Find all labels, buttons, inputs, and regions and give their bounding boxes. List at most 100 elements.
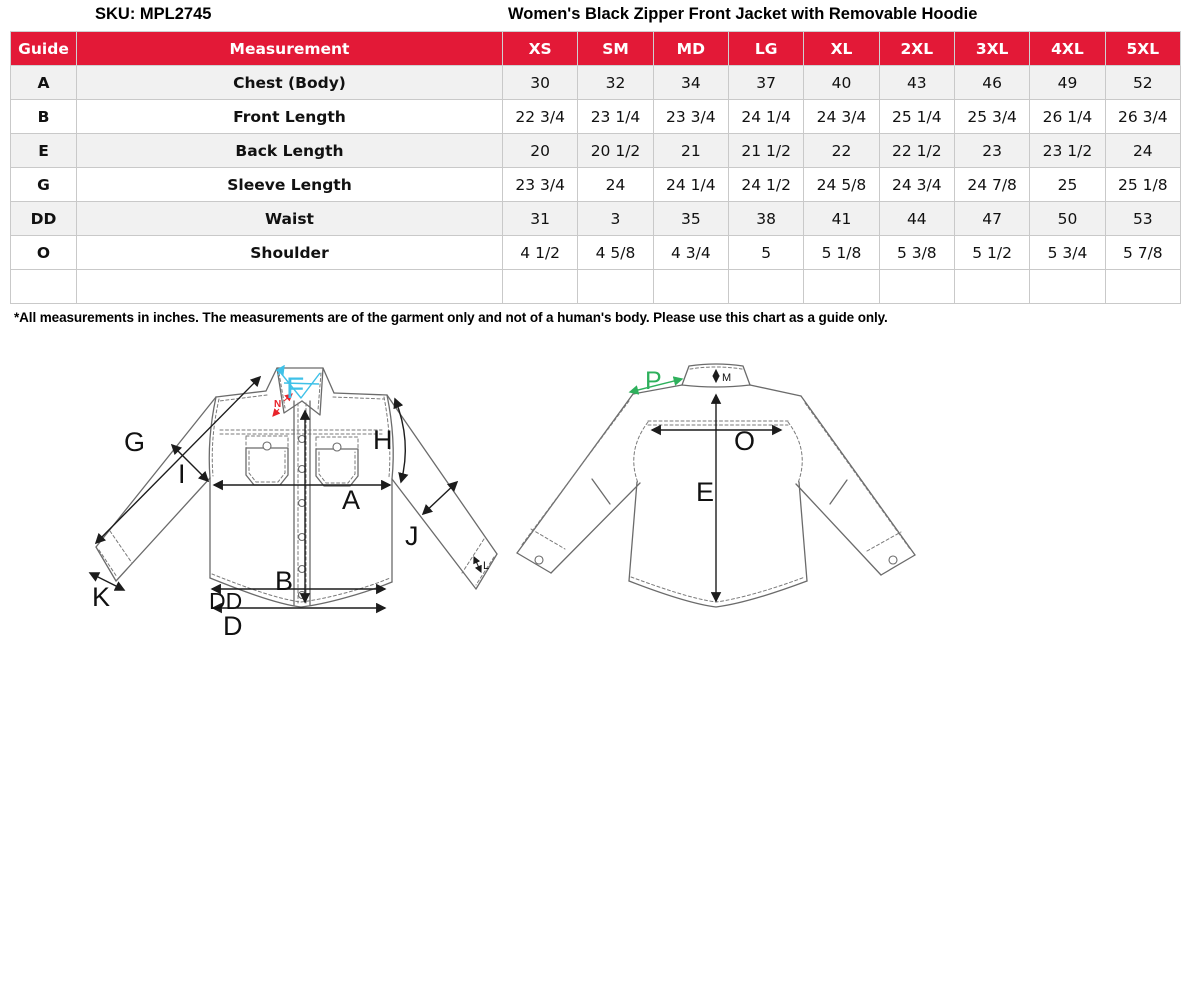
table-row: B Front Length 22 3/4 23 1/4 23 3/4 24 1/4 24 …	[10, 99, 1182, 134]
value-cell: 5 7/8	[1104, 235, 1182, 270]
table-row: G Sleeve Length 23 3/4 24 24 1/4 24 1/2 24 5/8…	[10, 167, 1182, 202]
value-cell: 46	[953, 65, 1031, 100]
value-cell: 4 3/4	[652, 235, 729, 270]
page-header: SKU: MPL2745 Women's Black Zipper Front …	[0, 0, 1200, 30]
value-cell: 40	[803, 65, 880, 100]
table-row: E Back Length 20 20 1/2 21 21 1/2 22 22 1/2 23 23…	[10, 133, 1182, 168]
column-header-md: MD	[652, 31, 729, 66]
forearm-arrow	[421, 480, 459, 516]
guide-cell: E	[10, 133, 77, 168]
label-collar-spread: F	[286, 372, 304, 405]
measurement-cell: Chest (Body)	[76, 65, 503, 100]
value-cell: 4 1/2	[501, 235, 579, 270]
label-front-length: B	[275, 566, 293, 596]
value-cell: 20 1/2	[577, 133, 654, 168]
value-cell: 37	[727, 65, 805, 100]
value-cell: 5 1/2	[953, 235, 1031, 270]
value-cell: 50	[1029, 201, 1106, 236]
measurement-cell	[76, 269, 503, 304]
value-cell	[878, 269, 955, 304]
value-cell: 43	[878, 65, 955, 100]
guide-cell	[10, 269, 77, 304]
value-cell: 38	[727, 201, 805, 236]
measurement-cell: Shoulder	[76, 235, 503, 270]
label-back-length: E	[696, 477, 714, 507]
value-cell: 24	[577, 167, 654, 202]
column-header-guide: Guide	[10, 31, 77, 66]
value-cell: 20	[501, 133, 579, 168]
value-cell: 21 1/2	[727, 133, 805, 168]
value-cell: 3	[577, 201, 654, 236]
value-cell: 5 3/4	[1029, 235, 1106, 270]
garment-diagrams: G I F N H A J L B K DD D	[0, 351, 1200, 681]
value-cell: 26 3/4	[1104, 99, 1182, 134]
value-cell: 41	[803, 201, 880, 236]
value-cell: 5	[727, 235, 805, 270]
measurement-cell: Back Length	[76, 133, 503, 168]
label-shoulder-width: O	[734, 426, 755, 456]
label-armhole-curve: H	[373, 425, 393, 455]
value-cell: 22	[803, 133, 880, 168]
value-cell: 24 1/4	[652, 167, 729, 202]
pocket-right	[315, 448, 359, 487]
column-header-4xl: 4XL	[1029, 31, 1106, 66]
label-cuff-right: L	[483, 560, 489, 572]
guide-cell: G	[10, 167, 77, 202]
value-cell: 25	[1029, 167, 1106, 202]
label-cuff-left: K	[92, 582, 110, 612]
label-collar-height: M	[722, 372, 731, 384]
column-header-sm: SM	[577, 31, 654, 66]
value-cell: 24 1/2	[727, 167, 805, 202]
value-cell: 5 3/8	[878, 235, 955, 270]
value-cell: 23 1/4	[577, 99, 654, 134]
value-cell: 25 1/8	[1104, 167, 1182, 202]
value-cell: 22 3/4	[501, 99, 579, 134]
cuff-button	[888, 555, 898, 565]
value-cell: 22 1/2	[878, 133, 955, 168]
value-cell: 24	[1104, 133, 1182, 168]
value-cell	[577, 269, 654, 304]
armhole-curve-arrow	[393, 397, 409, 484]
value-cell: 24 5/8	[803, 167, 880, 202]
column-header-measurement: Measurement	[76, 31, 503, 66]
guide-cell: A	[10, 65, 77, 100]
value-cell: 24 3/4	[803, 99, 880, 134]
pocket-flap-right	[315, 436, 359, 450]
value-cell: 35	[652, 201, 729, 236]
label-neck: N	[274, 399, 281, 410]
guide-cell: O	[10, 235, 77, 270]
sku-label: SKU: MPL2745	[95, 5, 212, 23]
page-title: Women's Black Zipper Front Jacket with R…	[508, 5, 978, 23]
value-cell	[1029, 269, 1106, 304]
value-cell: 4 5/8	[577, 235, 654, 270]
value-cell: 5 1/8	[803, 235, 880, 270]
value-cell: 30	[501, 65, 579, 100]
table-row	[10, 269, 1182, 304]
value-cell	[953, 269, 1031, 304]
cuff-left-arrow	[88, 572, 126, 591]
value-cell: 21	[652, 133, 729, 168]
measurement-cell: Waist	[76, 201, 503, 236]
label-waist: DD	[209, 588, 242, 614]
armhole-inner-arrow	[170, 443, 210, 483]
measurement-cell: Sleeve Length	[76, 167, 503, 202]
value-cell: 34	[652, 65, 729, 100]
size-chart-table: Guide Measurement XS SM MD LG XL 2XL 3XL 4XL 5XL A…	[10, 31, 1182, 304]
value-cell	[501, 269, 579, 304]
value-cell: 44	[878, 201, 955, 236]
cuff-right-arrow	[473, 555, 482, 574]
value-cell: 53	[1104, 201, 1182, 236]
label-shoulder-seam: P	[645, 367, 662, 395]
column-header-3xl: 3XL	[953, 31, 1031, 66]
column-header-lg: LG	[727, 31, 805, 66]
table-row: DD Waist 31 3 35 38 41 44 47 50 53	[10, 201, 1182, 236]
value-cell	[1104, 269, 1182, 304]
front-collar-left-leaf	[276, 367, 303, 414]
back-collar-outline	[681, 363, 751, 386]
column-header-5xl: 5XL	[1104, 31, 1182, 66]
table-row: A Chest (Body) 30 32 34 37 40 43 46 49 52	[10, 65, 1182, 100]
label-chest: A	[342, 485, 360, 515]
guide-cell: B	[10, 99, 77, 134]
value-cell	[652, 269, 729, 304]
value-cell: 23 3/4	[652, 99, 729, 134]
